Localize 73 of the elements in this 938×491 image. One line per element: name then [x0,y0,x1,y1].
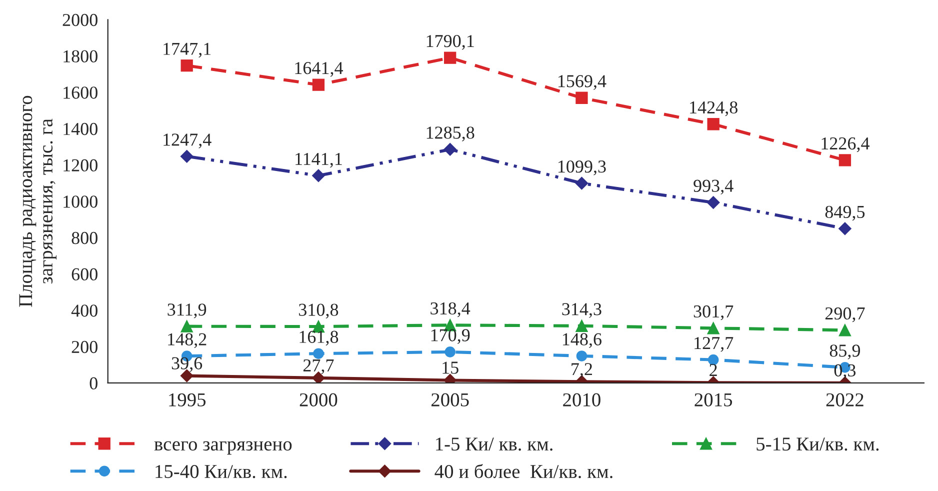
data-label: 39,6 [172,357,202,372]
legend-label: 40 и более Ки/кв. км. [434,464,612,478]
data-label: 2 [710,364,717,376]
y-tick-label: 1800 [64,50,98,62]
point [838,154,852,166]
data-label: 148,6 [562,333,602,348]
data-label: 311,9 [168,304,206,318]
x-tick-label: 2005 [432,393,469,406]
data-label: 7,2 [572,363,592,378]
data-label: 170,9 [431,329,470,344]
data-label: 1285,8 [426,126,474,142]
data-label: 1747,1 [164,42,211,58]
y-tick-label: 600 [72,268,98,280]
data-label: 0,3 [834,364,856,380]
point [706,196,720,209]
y-tick-label: 0 [90,377,98,390]
data-label: 1569,4 [558,75,606,90]
point [707,322,720,334]
point [576,92,588,104]
data-label: 849,5 [825,206,865,221]
point [444,52,456,64]
legend-label: 15-40 Ки/кв. км. [156,464,287,478]
data-label: 15 [442,362,458,374]
x-tick-label: 2015 [694,393,732,406]
point [576,350,588,362]
y-axis-title: Площадь радиоактивного загрязнения, тыс. га [19,96,56,307]
y-tick-label: 1600 [64,86,98,99]
y-tick-label: 1400 [64,122,98,136]
y-tick-label: 800 [72,232,98,244]
point [180,150,194,163]
point [576,320,588,332]
x-tick-label: 2010 [563,393,600,406]
point [180,60,193,72]
point [838,324,852,336]
point [312,169,325,182]
data-label: 1226,4 [822,137,870,152]
data-label: 993,4 [694,180,734,194]
data-label: 318,4 [430,302,470,318]
data-label: 1247,4 [164,134,212,148]
data-label: 1641,4 [295,62,344,77]
data-label: 310,8 [299,304,338,319]
data-label: 85,9 [830,344,860,360]
point [708,354,719,366]
data-label: 1099,3 [558,160,606,176]
data-label: 1424,8 [690,101,738,116]
legend-label: 1-5 Ки/ кв. км. [436,438,552,451]
data-label: 1141,1 [296,152,342,168]
y-tick-label: 1200 [64,159,98,172]
point [838,222,852,236]
point [444,142,456,156]
legend-label: всего загрязнено [154,441,292,455]
y-tick-label: 2000 [62,14,98,26]
data-label: 127,7 [694,337,734,352]
x-tick-label: 1995 [169,393,206,406]
data-label: 148,2 [168,333,206,348]
point [180,320,193,332]
point [312,78,325,91]
point [313,348,324,359]
point [575,176,588,190]
y-tick-label: 1000 [64,196,98,208]
data-label: 290,7 [825,307,865,322]
x-tick-label: 2000 [300,393,338,406]
point [707,118,720,130]
y-tick-label: 400 [71,304,98,317]
data-label: 1790,1 [426,34,474,50]
legend-label: 5-15 Ки/кв. км. [756,438,879,451]
point [444,346,456,358]
data-label: 301,7 [694,305,734,320]
data-label: 314,3 [562,303,602,318]
data-label: 27,7 [303,359,334,374]
data-label: 161,8 [300,330,338,346]
y-tick-label: 200 [72,340,98,354]
x-tick-label: 2022 [826,393,864,406]
